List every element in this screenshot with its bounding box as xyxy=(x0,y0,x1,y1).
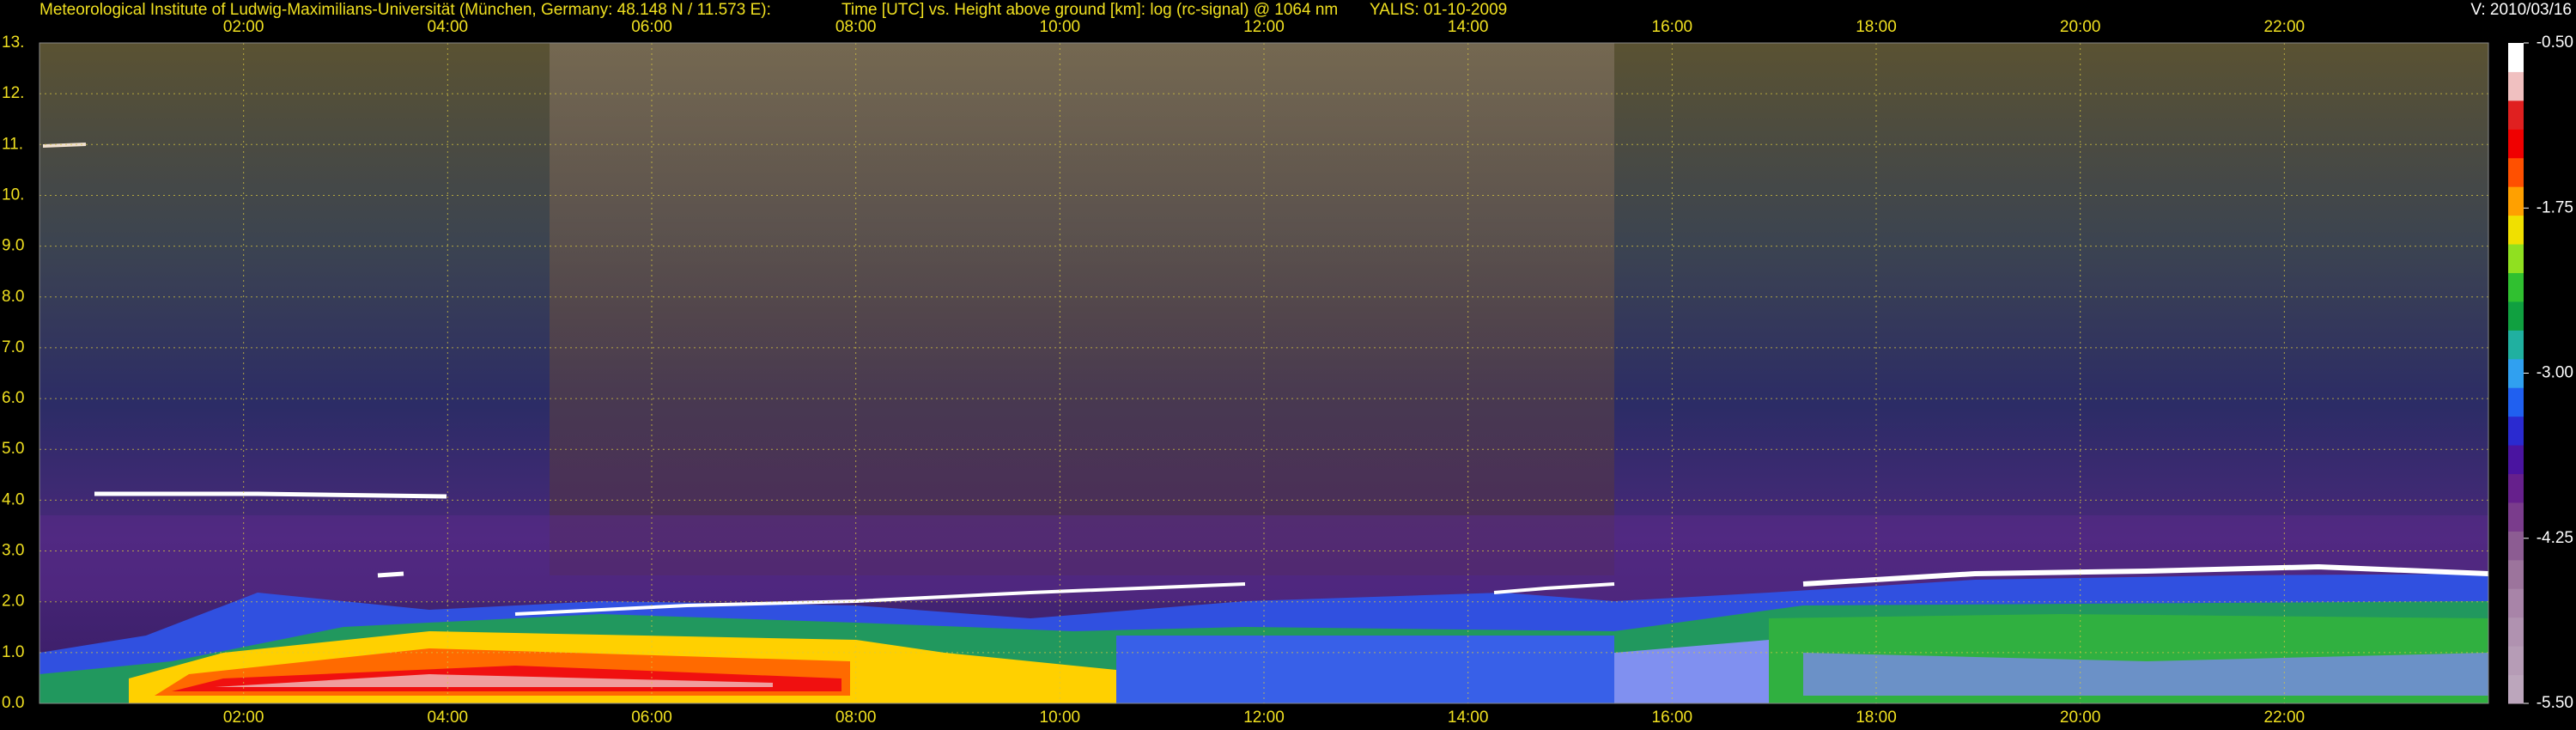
y-tick-label: 1.0 xyxy=(2,643,24,661)
y-tick-label: 5.0 xyxy=(2,440,24,458)
x-tick-label: 10:00 xyxy=(1040,18,1081,36)
y-tick-label: 9.0 xyxy=(2,237,24,255)
x-tick-label: 18:00 xyxy=(1856,709,1897,727)
x-tick-label: 16:00 xyxy=(1652,18,1693,36)
y-tick-label: 8.0 xyxy=(2,288,24,306)
colorbar-segment xyxy=(2508,43,2524,72)
y-tick-label: 2.0 xyxy=(2,593,24,611)
x-tick-label: 12:00 xyxy=(1243,18,1285,36)
x-tick-label: 10:00 xyxy=(1040,709,1081,727)
x-tick-label: 06:00 xyxy=(631,709,672,727)
x-tick-label: 20:00 xyxy=(2060,18,2101,36)
colorbar-segment xyxy=(2508,559,2524,589)
colorbar-segment xyxy=(2508,473,2524,503)
x-tick-label: 04:00 xyxy=(428,18,469,36)
x-tick-label: 16:00 xyxy=(1652,709,1693,727)
x-tick-label: 02:00 xyxy=(223,709,264,727)
colorbar-segment xyxy=(2508,358,2524,388)
chart-title: Time [UTC] vs. Height above ground [km]:… xyxy=(841,1,1338,19)
colorbar-segment xyxy=(2508,215,2524,245)
y-tick-label: 12. xyxy=(2,84,24,102)
colorbar-segment xyxy=(2508,387,2524,417)
colorbar-segment xyxy=(2508,157,2524,187)
colorbar-segment xyxy=(2508,674,2524,704)
colorbar-tick-label: -4.25 xyxy=(2537,529,2573,547)
x-tick-label: 06:00 xyxy=(631,18,672,36)
colorbar-segment xyxy=(2508,330,2524,360)
colorbar-segment xyxy=(2508,445,2524,475)
y-tick-label: 10. xyxy=(2,186,24,204)
x-tick-label: 14:00 xyxy=(1448,18,1489,36)
colorbar-segment xyxy=(2508,416,2524,446)
colorbar-segment xyxy=(2508,100,2524,130)
colorbar-tick-label: -5.50 xyxy=(2537,694,2573,712)
x-tick-label: 22:00 xyxy=(2264,709,2306,727)
colorbar-segment xyxy=(2508,129,2524,159)
colorbar-segment xyxy=(2508,186,2524,216)
y-tick-label: 6.0 xyxy=(2,389,24,407)
colorbar-segment xyxy=(2508,71,2524,101)
colorbar-segment xyxy=(2508,502,2524,532)
x-tick-label: 18:00 xyxy=(1856,18,1897,36)
instrument: YALIS: 01-10-2009 xyxy=(1370,1,1507,19)
x-tick-label: 14:00 xyxy=(1448,709,1489,727)
x-tick-label: 08:00 xyxy=(835,709,877,727)
x-tick-label: 22:00 xyxy=(2264,18,2306,36)
header: Meteorological Institute of Ludwig-Maxim… xyxy=(39,1,771,19)
y-tick-label: 7.0 xyxy=(2,338,24,356)
y-tick-label: 0.0 xyxy=(2,694,24,712)
colorbar-segment xyxy=(2508,301,2524,331)
colorbar-segment xyxy=(2508,244,2524,273)
colorbar-segment xyxy=(2508,531,2524,561)
x-tick-label: 04:00 xyxy=(428,709,469,727)
x-tick-label: 08:00 xyxy=(835,18,877,36)
x-tick-label: 20:00 xyxy=(2060,709,2101,727)
y-tick-label: 3.0 xyxy=(2,542,24,560)
plot-frame xyxy=(39,42,2489,704)
colorbar-segment xyxy=(2508,617,2524,647)
colorbar-tick-label: -1.75 xyxy=(2537,198,2573,216)
version: V: 2010/03/16 xyxy=(2470,1,2572,19)
y-tick-label: 13. xyxy=(2,33,24,52)
colorbar-segment xyxy=(2508,272,2524,302)
colorbar-tick-label: -3.00 xyxy=(2537,364,2573,382)
colorbar-tick-label: -0.50 xyxy=(2537,33,2573,52)
y-tick-label: 4.0 xyxy=(2,490,24,508)
colorbar-segment xyxy=(2508,588,2524,618)
x-tick-label: 12:00 xyxy=(1243,709,1285,727)
x-tick-label: 02:00 xyxy=(223,18,264,36)
y-tick-label: 11. xyxy=(2,135,23,153)
colorbar-segment xyxy=(2508,646,2524,676)
